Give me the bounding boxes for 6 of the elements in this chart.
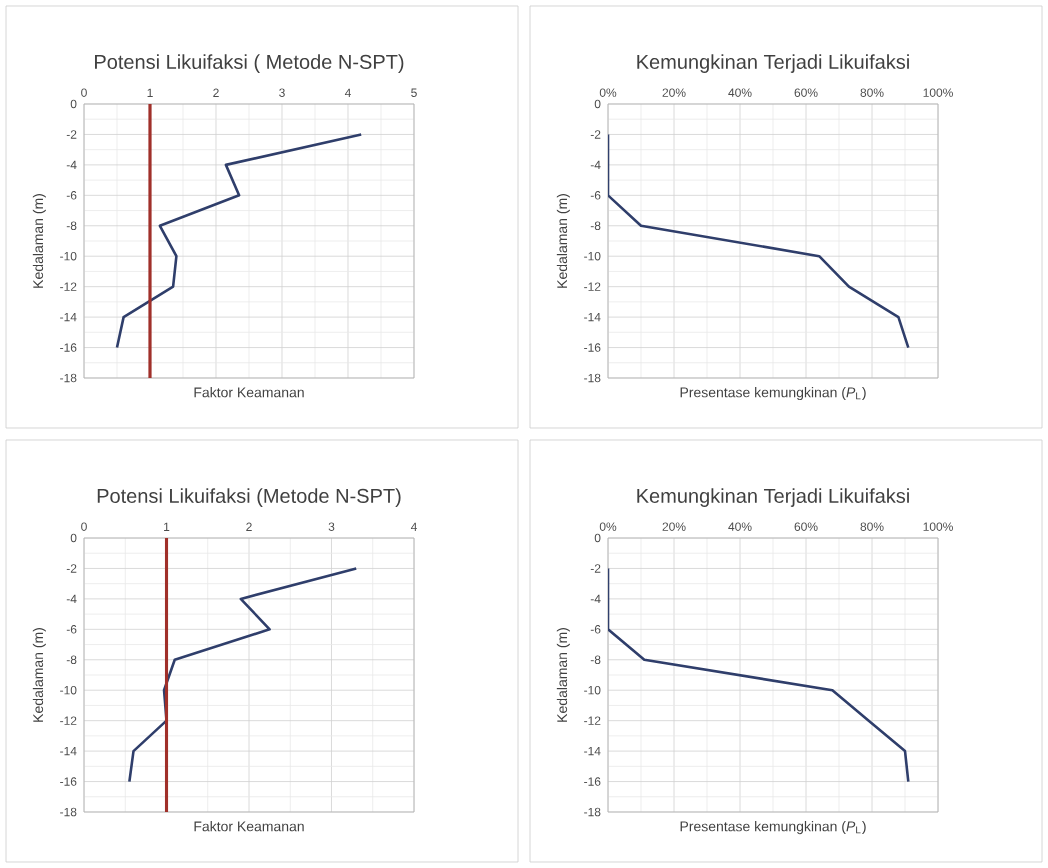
line-series bbox=[115, 133, 363, 349]
chart-title: Kemungkinan Terjadi Likuifaksi bbox=[637, 488, 909, 507]
chart-title: Potensi Likuifaksi (Metode N-SPT) bbox=[97, 488, 401, 507]
chart-title: Kemungkinan Terjadi Likuifaksi bbox=[637, 54, 909, 73]
chart-title: Potensi Likuifaksi ( Metode N-SPT) bbox=[95, 54, 404, 73]
line-series bbox=[128, 567, 358, 783]
